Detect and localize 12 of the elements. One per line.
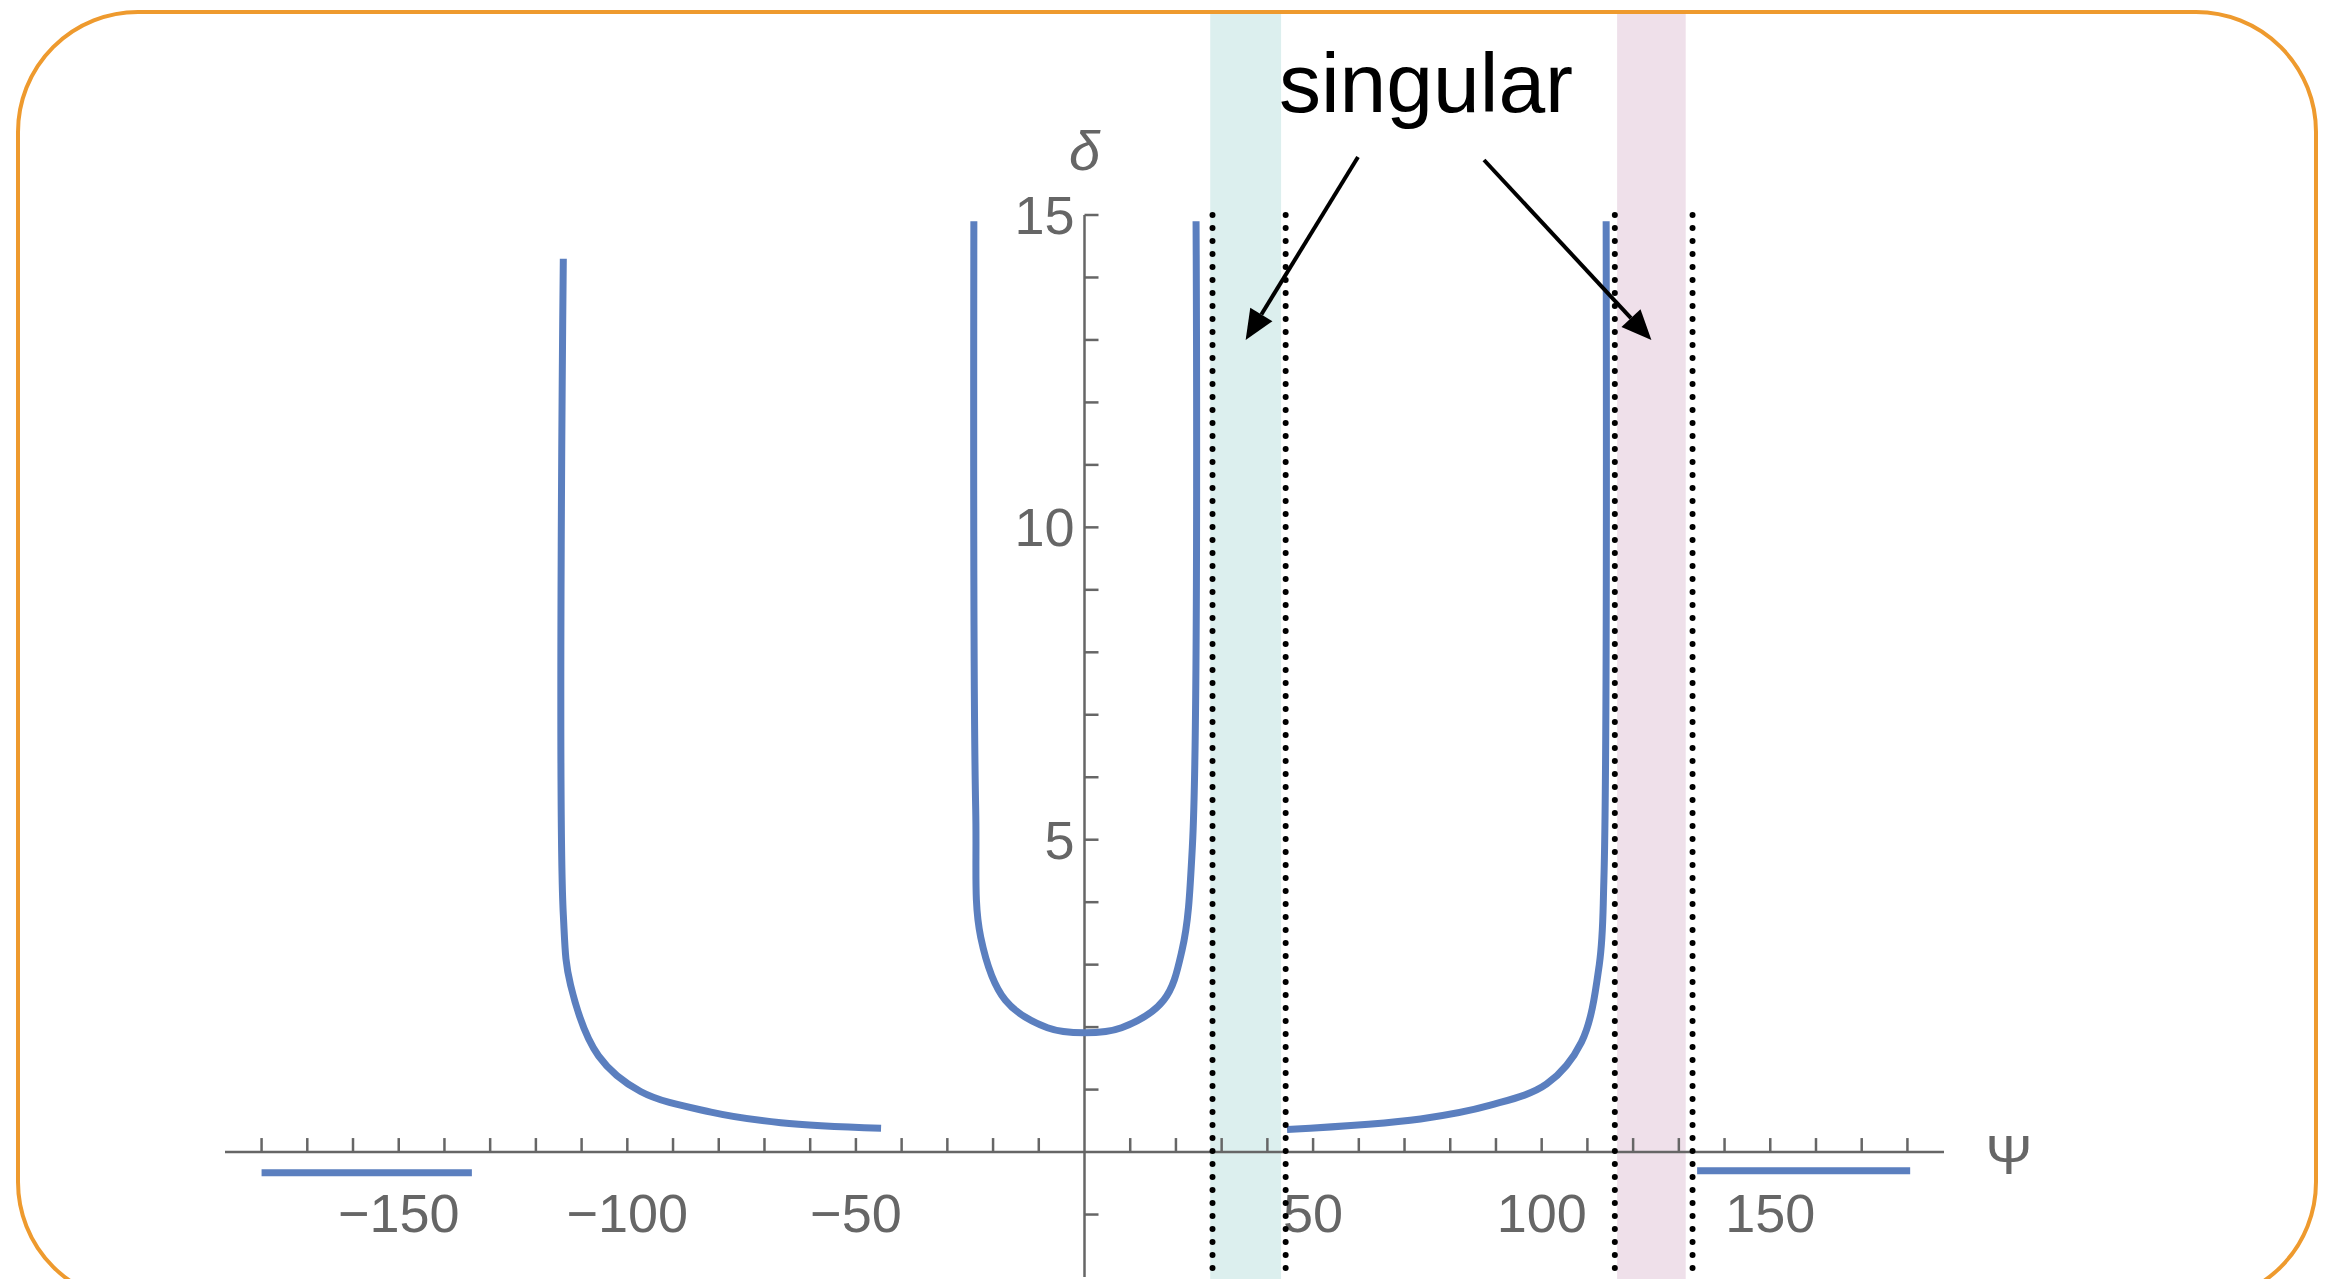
y-tick-label: 10 <box>1014 497 1075 558</box>
x-tick-label: −150 <box>337 1183 460 1244</box>
text: singular <box>1278 36 1574 130</box>
x-tick-label: −100 <box>566 1183 689 1244</box>
x-tick-label: −50 <box>810 1183 902 1244</box>
x-tick-label: 50 <box>1283 1183 1344 1244</box>
x-tick-label: 150 <box>1725 1183 1816 1244</box>
y-tick-label: 15 <box>1014 185 1075 245</box>
x-axis-title: Ψ <box>1985 1123 2033 1187</box>
y-axis-title: δ <box>1068 119 1101 182</box>
y-tick-label: 5 <box>1044 809 1075 870</box>
x-tick-label: 100 <box>1496 1183 1587 1244</box>
